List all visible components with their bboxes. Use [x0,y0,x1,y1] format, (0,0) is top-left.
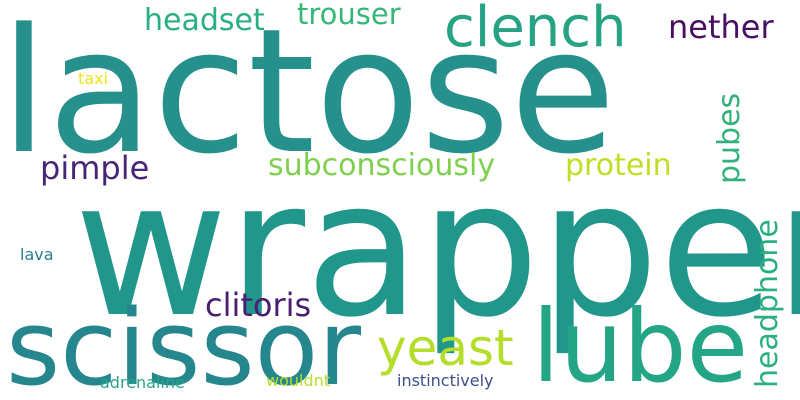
word-pubes: pubes [712,92,747,184]
word-pimple: pimple [40,149,150,187]
word-lactose: lactose [0,0,616,192]
word-headphone: headphone [750,219,785,388]
word-clench: clench [444,0,627,60]
word-clitoris: clitoris [205,286,312,324]
word-wrapper: wrapper [74,140,800,359]
word-scissor: scissor [6,287,362,400]
word-instinctively: instinctively [397,371,494,390]
word-wouldnt: wouldnt [266,371,331,390]
word-subconsciously: subconsciously [268,148,496,183]
word-trouser: trouser [297,0,401,31]
word-adrenaline: adrenaline [100,373,185,392]
word-protein: protein [565,148,672,183]
word-yeast: yeast [377,319,514,377]
word-lava: lava [20,245,54,264]
word-lube: lube [532,288,749,400]
word-taxi: taxi [78,69,108,88]
word-nether: nether [668,8,774,46]
word-headset: headset [144,3,265,38]
